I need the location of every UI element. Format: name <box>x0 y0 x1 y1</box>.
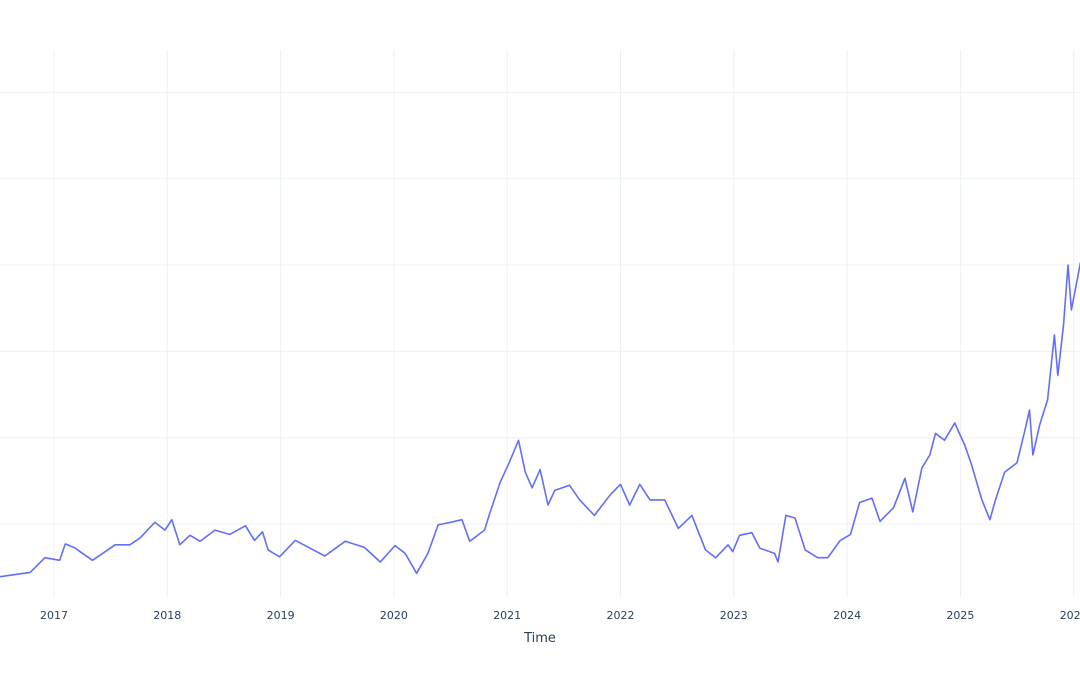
x-tick-label: 2024 <box>833 609 861 622</box>
x-tick-label: 2021 <box>493 609 521 622</box>
x-tick-label: 2020 <box>380 609 408 622</box>
x-axis-ticks: 2017 2018 2019 2020 2021 2022 2023 2024 2025 2026 <box>40 609 1080 622</box>
series-lines <box>0 262 1080 578</box>
x-axis-title: Time <box>523 631 556 646</box>
x-tick-label: 2019 <box>267 609 295 622</box>
series-line <box>0 262 1080 578</box>
x-tick-label: 2018 <box>153 609 181 622</box>
x-tick-label: 2022 <box>607 609 635 622</box>
gridlines <box>0 50 1080 597</box>
x-tick-label: 2026 <box>1060 609 1080 622</box>
x-tick-label: 2025 <box>946 609 974 622</box>
x-tick-label: 2017 <box>40 609 68 622</box>
x-tick-label: 2023 <box>720 609 748 622</box>
